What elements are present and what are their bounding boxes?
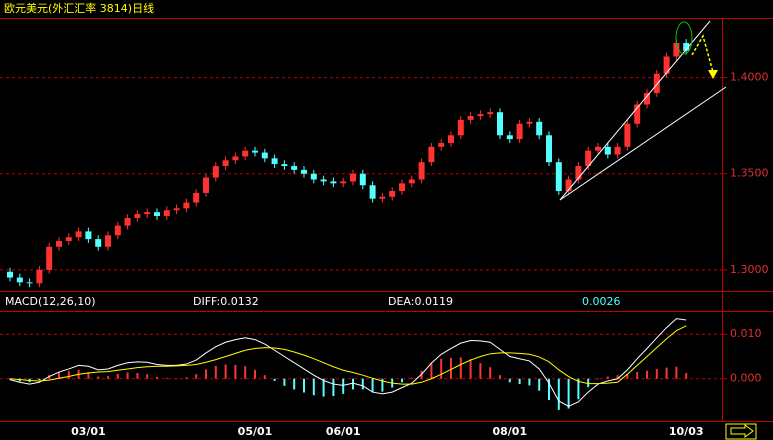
candle-body xyxy=(604,146,611,155)
candle-body xyxy=(212,166,219,178)
candle-body xyxy=(173,208,180,211)
legend-dea: DEA:0.0119 xyxy=(388,295,453,308)
plot: 1.3000 1.3500 1.4000 03/01 05/01 06/01 08/01 10… xyxy=(0,39,769,438)
candle-body xyxy=(614,146,621,155)
highlight-ellipse xyxy=(675,21,693,55)
candle-body xyxy=(555,162,562,192)
candle-body xyxy=(46,246,53,270)
candle-body xyxy=(457,119,464,136)
candle-body xyxy=(65,237,72,242)
candle-body xyxy=(683,42,690,51)
candle-body xyxy=(506,135,513,140)
candle-body xyxy=(291,166,298,170)
candle-body xyxy=(467,116,474,120)
y-tick-label: 1.3500 xyxy=(730,167,769,180)
candle-body xyxy=(575,166,582,180)
candle-body xyxy=(203,177,209,193)
candle-body xyxy=(359,173,366,186)
annotations xyxy=(559,20,727,201)
candle-body xyxy=(232,156,239,161)
candle-body xyxy=(261,152,268,159)
candle-body xyxy=(114,225,121,236)
candle-body xyxy=(105,235,111,247)
candle-body xyxy=(271,158,278,165)
candle-body xyxy=(7,271,13,278)
forecast-arrow xyxy=(691,34,714,73)
candle-body xyxy=(340,181,347,184)
candle-body xyxy=(428,146,435,163)
candle-body xyxy=(222,160,229,167)
candle-body xyxy=(85,231,92,240)
panel-frame xyxy=(0,18,773,422)
y-tick-label: 0.000 xyxy=(730,372,762,385)
candle-body xyxy=(477,114,484,117)
legend-macd: 0.0026 xyxy=(582,295,621,308)
button-arrow[interactable] xyxy=(730,424,754,438)
candle-body xyxy=(26,282,33,284)
legend-diff: DIFF:0.0132 xyxy=(193,295,259,308)
candle-body xyxy=(134,214,141,218)
trend-line xyxy=(559,20,711,201)
candle-body xyxy=(369,185,376,199)
candle-body xyxy=(634,104,641,124)
candle-body xyxy=(497,112,503,136)
scroll-button[interactable] xyxy=(725,423,757,440)
y-tick-label: 1.4000 xyxy=(730,71,769,84)
candle-body xyxy=(487,112,494,115)
candle-body xyxy=(95,239,102,247)
candle-body xyxy=(624,123,631,147)
macd-line xyxy=(9,325,687,385)
candle-body xyxy=(653,73,660,93)
candle-body xyxy=(320,179,327,182)
candle-body xyxy=(546,135,552,163)
candle-body xyxy=(16,277,23,283)
candle-body xyxy=(399,183,405,192)
candle-body xyxy=(448,135,454,143)
trend-line xyxy=(559,86,727,201)
candle-body xyxy=(310,173,317,180)
x-tick-label: 10/03 xyxy=(669,425,704,438)
candle-body xyxy=(536,121,543,136)
candle-body xyxy=(242,150,249,157)
candle-body xyxy=(144,212,151,215)
chart-title: 欧元美元(外汇汇率 3814)日线 xyxy=(4,1,154,15)
candle-body xyxy=(163,210,170,217)
candle-body xyxy=(379,196,386,199)
candle-body xyxy=(663,56,670,74)
candle-body xyxy=(644,92,650,105)
candle-body xyxy=(252,150,258,153)
y-tick-label: 1.3000 xyxy=(730,263,769,276)
candle-body xyxy=(193,192,200,203)
arrow-head xyxy=(708,70,718,79)
candle-body xyxy=(281,164,288,167)
candle-body xyxy=(526,121,533,124)
candle-body xyxy=(389,191,396,197)
candle-body xyxy=(408,179,415,184)
x-tick-label: 06/01 xyxy=(326,425,361,438)
candle-body xyxy=(183,202,190,209)
candle-body xyxy=(56,241,62,247)
x-tick-label: 08/01 xyxy=(492,425,527,438)
candle-body xyxy=(438,142,445,147)
candle-body xyxy=(585,150,592,167)
candle-body xyxy=(565,179,572,192)
macd-line xyxy=(9,318,687,407)
candle-body xyxy=(595,146,601,151)
y-tick-label: 0.010 xyxy=(730,327,762,340)
x-tick-label: 05/01 xyxy=(238,425,273,438)
candle-body xyxy=(418,162,425,180)
candle-body xyxy=(154,212,160,217)
candle-body xyxy=(36,269,43,284)
candle-body xyxy=(516,123,523,140)
candle-body xyxy=(75,231,82,238)
indicator-label: MACD(12,26,10) xyxy=(5,295,96,308)
x-tick-label: 03/01 xyxy=(71,425,106,438)
candle-body xyxy=(350,173,356,182)
candle-body xyxy=(673,42,680,57)
candle-body xyxy=(301,169,307,174)
candle-body xyxy=(330,181,337,184)
candle-body xyxy=(124,217,131,226)
